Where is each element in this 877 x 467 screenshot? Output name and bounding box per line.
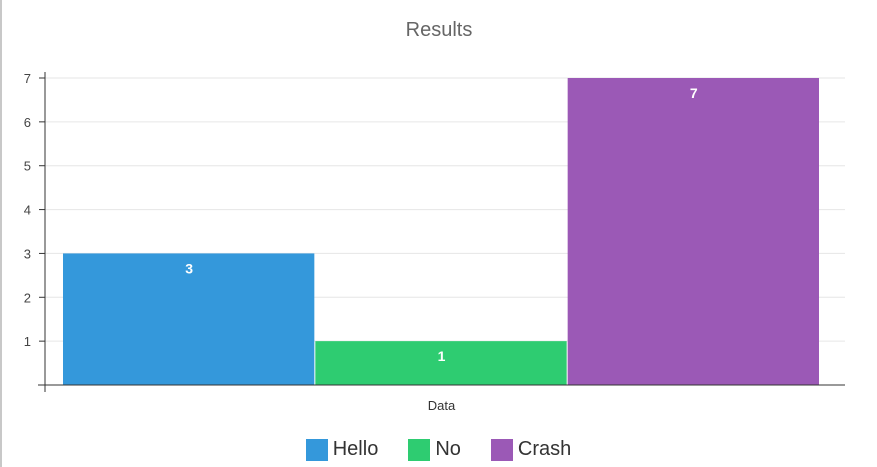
data-label-no: 1 (438, 348, 446, 364)
axes (38, 72, 845, 392)
y-tick-label: 1 (24, 334, 31, 349)
legend-label: Hello (332, 438, 379, 460)
legend-item-hello[interactable]: Hello (305, 438, 399, 461)
bar-crash[interactable] (567, 78, 819, 385)
x-tick-label: Data (428, 398, 456, 413)
legend-swatch (408, 438, 431, 461)
y-tick-labels: 1 2 3 4 5 6 7 (24, 71, 45, 349)
bar-hello[interactable] (63, 253, 315, 385)
legend-swatch (490, 438, 513, 461)
chart-title: Results (406, 19, 473, 41)
data-label-crash: 7 (690, 85, 698, 101)
y-tick-label: 7 (24, 71, 31, 86)
frame-left-border (0, 0, 2, 467)
bar-chart: Results 3 1 7 1 2 3 4 5 6 7 Data (24, 19, 845, 413)
y-tick-label: 2 (24, 290, 31, 305)
data-label-hello: 3 (185, 260, 193, 276)
y-tick-label: 5 (24, 159, 31, 174)
legend: Hello No Crash (0, 438, 877, 461)
y-tick-label: 6 (24, 115, 31, 130)
y-tick-label: 4 (24, 203, 31, 218)
y-tick-label: 3 (24, 246, 31, 261)
legend-item-no[interactable]: No (408, 438, 481, 461)
legend-item-crash[interactable]: Crash (490, 438, 572, 461)
bar-no[interactable] (315, 341, 567, 385)
legend-label: Crash (517, 438, 572, 460)
bars: 3 1 7 (63, 78, 819, 385)
legend-swatch (305, 438, 328, 461)
x-tick-labels: Data (428, 398, 456, 413)
legend-label: No (435, 438, 461, 460)
